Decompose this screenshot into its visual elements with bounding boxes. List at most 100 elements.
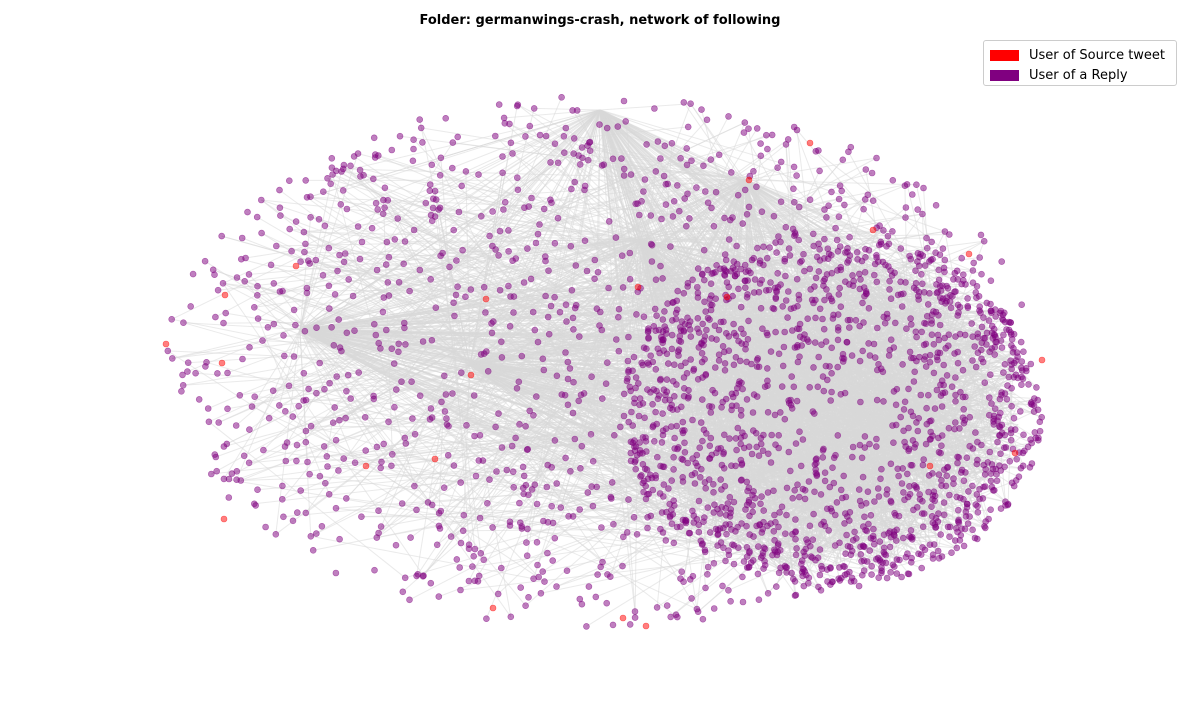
reply-user-node bbox=[477, 515, 483, 521]
reply-user-node bbox=[667, 405, 673, 411]
reply-user-node bbox=[744, 396, 750, 402]
reply-user-node bbox=[688, 101, 694, 107]
reply-user-node bbox=[700, 616, 706, 622]
reply-user-node bbox=[570, 315, 576, 321]
reply-user-node bbox=[780, 363, 786, 369]
reply-user-node bbox=[941, 362, 947, 368]
reply-user-node bbox=[807, 523, 813, 529]
reply-user-node bbox=[621, 391, 627, 397]
reply-user-node bbox=[999, 259, 1005, 265]
reply-user-node bbox=[919, 211, 925, 217]
reply-user-node bbox=[835, 364, 841, 370]
reply-user-node bbox=[692, 481, 698, 487]
reply-user-node bbox=[640, 189, 646, 195]
reply-user-node bbox=[1037, 428, 1043, 434]
reply-user-node bbox=[554, 584, 560, 590]
reply-user-node bbox=[867, 441, 873, 447]
reply-user-node bbox=[734, 243, 740, 249]
reply-user-node bbox=[280, 514, 286, 520]
reply-user-node bbox=[477, 432, 483, 438]
reply-user-node bbox=[308, 533, 314, 539]
reply-user-node bbox=[320, 189, 326, 195]
reply-user-node bbox=[1000, 332, 1006, 338]
reply-user-node bbox=[676, 208, 682, 214]
reply-user-node bbox=[653, 409, 659, 415]
reply-user-node bbox=[898, 246, 904, 252]
reply-user-node bbox=[554, 481, 560, 487]
reply-user-node bbox=[762, 384, 768, 390]
reply-user-node bbox=[952, 538, 958, 544]
reply-user-node bbox=[254, 292, 260, 298]
reply-user-node bbox=[411, 137, 417, 143]
reply-user-node bbox=[636, 413, 642, 419]
reply-user-node bbox=[523, 540, 529, 546]
reply-user-node bbox=[836, 196, 842, 202]
reply-user-node bbox=[913, 358, 919, 364]
reply-user-node bbox=[816, 354, 822, 360]
reply-user-node bbox=[960, 272, 966, 278]
reply-user-node bbox=[260, 338, 266, 344]
reply-user-node bbox=[635, 201, 641, 207]
reply-user-node bbox=[987, 372, 993, 378]
reply-user-node bbox=[430, 205, 436, 211]
reply-user-node bbox=[487, 477, 493, 483]
reply-user-node bbox=[982, 484, 988, 490]
reply-user-node bbox=[726, 284, 732, 290]
reply-user-node bbox=[584, 268, 590, 274]
reply-user-node bbox=[322, 223, 328, 229]
reply-user-node bbox=[546, 268, 552, 274]
reply-user-node bbox=[555, 215, 561, 221]
reply-user-node bbox=[290, 518, 296, 524]
reply-user-node bbox=[564, 319, 570, 325]
reply-user-node bbox=[949, 384, 955, 390]
reply-user-node bbox=[524, 246, 530, 252]
edge bbox=[600, 104, 691, 110]
reply-user-node bbox=[428, 212, 434, 218]
reply-user-node bbox=[948, 305, 954, 311]
reply-user-node bbox=[313, 390, 319, 396]
reply-user-node bbox=[771, 528, 777, 534]
reply-user-node bbox=[595, 572, 601, 578]
reply-user-node bbox=[615, 314, 621, 320]
reply-user-node bbox=[889, 273, 895, 279]
reply-user-node bbox=[699, 272, 705, 278]
reply-user-node bbox=[184, 369, 190, 375]
reply-user-node bbox=[487, 233, 493, 239]
reply-user-node bbox=[765, 590, 771, 596]
reply-user-node bbox=[940, 246, 946, 252]
reply-user-node bbox=[438, 155, 444, 161]
reply-user-node bbox=[961, 406, 967, 412]
reply-user-node bbox=[950, 276, 956, 282]
reply-user-node bbox=[259, 230, 265, 236]
reply-user-node bbox=[277, 205, 283, 211]
reply-user-node bbox=[936, 472, 942, 478]
reply-user-node bbox=[407, 288, 413, 294]
reply-user-node bbox=[577, 161, 583, 167]
reply-user-node bbox=[342, 251, 348, 257]
reply-user-node bbox=[206, 419, 212, 425]
reply-user-node bbox=[371, 321, 377, 327]
reply-user-node bbox=[337, 252, 343, 258]
reply-user-node bbox=[765, 490, 771, 496]
reply-user-node bbox=[671, 198, 677, 204]
reply-user-node bbox=[332, 404, 338, 410]
reply-user-node bbox=[616, 306, 622, 312]
reply-user-node bbox=[697, 474, 703, 480]
reply-user-node bbox=[357, 167, 363, 173]
reply-user-node bbox=[310, 547, 316, 553]
reply-user-node bbox=[455, 134, 461, 140]
reply-user-node bbox=[670, 213, 676, 219]
reply-user-node bbox=[381, 295, 387, 301]
reply-user-node bbox=[1011, 415, 1017, 421]
reply-user-node bbox=[900, 489, 906, 495]
reply-user-node bbox=[890, 440, 896, 446]
reply-user-node bbox=[916, 415, 922, 421]
reply-user-node bbox=[330, 420, 336, 426]
reply-user-node bbox=[722, 252, 728, 258]
reply-user-node bbox=[316, 216, 322, 222]
reply-user-node bbox=[758, 305, 764, 311]
reply-user-node bbox=[567, 468, 573, 474]
reply-user-node bbox=[451, 300, 457, 306]
